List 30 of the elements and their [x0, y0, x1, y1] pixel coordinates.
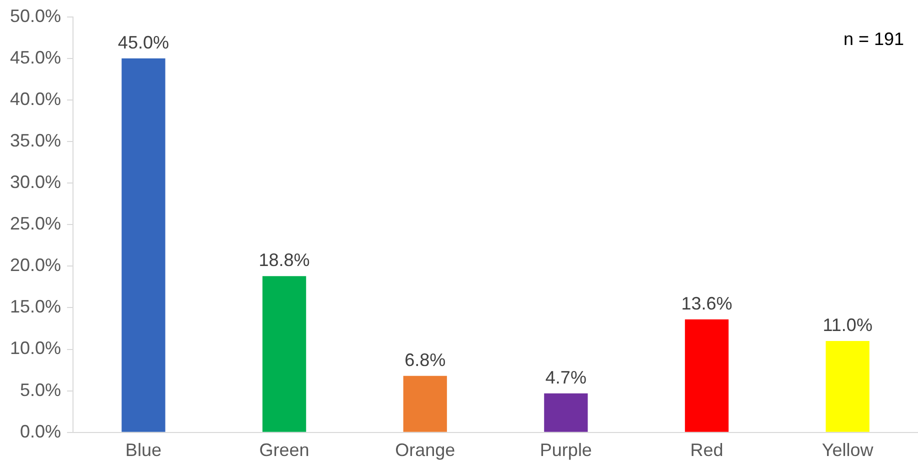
x-tick-label: Red — [690, 440, 724, 460]
x-tick-label: Blue — [125, 440, 162, 460]
y-tick-label: 50.0% — [10, 6, 62, 26]
data-label: 6.8% — [404, 350, 446, 370]
y-tick-label: 40.0% — [10, 88, 62, 109]
data-label: 11.0% — [822, 314, 872, 335]
x-tick-label: Green — [259, 440, 310, 460]
y-tick-label: 30.0% — [10, 172, 62, 192]
y-tick-label: 35.0% — [10, 130, 62, 150]
bar — [544, 393, 588, 432]
data-label: 13.6% — [681, 293, 732, 314]
data-label: 18.8% — [258, 250, 310, 270]
y-tick-label: 20.0% — [10, 255, 62, 276]
x-tick-label: Yellow — [822, 440, 874, 460]
bar — [122, 58, 166, 432]
bar — [684, 319, 729, 432]
y-tick-label: 45.0% — [10, 47, 62, 68]
data-label: 45.0% — [118, 32, 169, 52]
annotation: n = 191 — [843, 28, 904, 49]
y-tick-label: 5.0% — [20, 380, 62, 400]
data-label: 4.7% — [545, 367, 586, 388]
y-tick-label: 10.0% — [10, 338, 62, 358]
x-tick-label: Purple — [540, 440, 592, 460]
bar — [262, 276, 306, 432]
y-tick-label: 25.0% — [10, 214, 62, 234]
bar — [826, 340, 870, 432]
y-tick-label: 0.0% — [20, 421, 62, 442]
x-tick-label: Orange — [395, 440, 456, 460]
bar — [403, 376, 447, 432]
y-tick-label: 15.0% — [10, 296, 62, 317]
